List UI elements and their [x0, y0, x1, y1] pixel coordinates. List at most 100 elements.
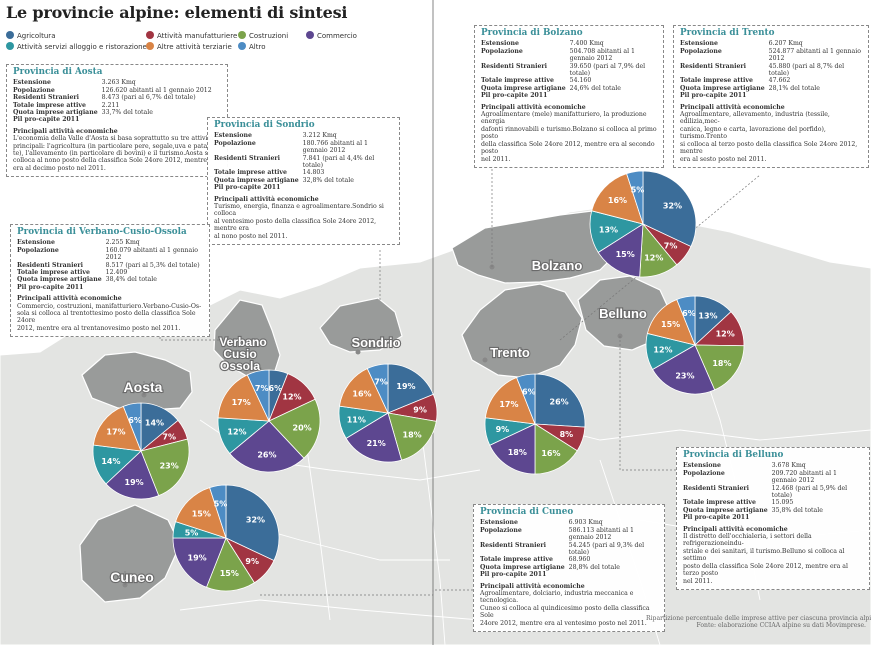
stat-value: 586.113 abitanti al 1 gennaio 2012 — [568, 526, 634, 542]
stats-row: Estensione 3.678 Kmq — [683, 462, 863, 469]
stat-label: Popolazione — [683, 469, 725, 477]
activities-heading: Principali attività economiche — [680, 103, 785, 111]
stat-label: Pil pro-capite 2011 — [481, 92, 548, 100]
stat-label: Residenti Stranieri — [683, 484, 750, 492]
stat-label: Residenti Stranieri — [214, 154, 281, 162]
pie-slice-commercio — [652, 344, 716, 395]
stats-row: Totale imprese attive 68.960 — [480, 556, 658, 563]
stat-label: Popolazione — [480, 526, 522, 534]
map-region-trento — [461, 283, 583, 379]
activities-text-line: al nono posto nel 2011. — [214, 232, 288, 240]
stat-value: 33,7% del totale — [101, 109, 153, 117]
activities-text-line: sola si colloca al trentottesimo posto d… — [17, 310, 196, 325]
stats-row: Totale imprese attive 54.160 — [481, 77, 657, 84]
legend-label: Agricoltura — [17, 32, 56, 40]
activities-heading: Principali attività economiche — [480, 582, 585, 590]
stats-row: Quota imprese artigiane 35,8% del totale — [683, 507, 863, 514]
stat-label: Residenti Stranieri — [680, 62, 747, 70]
stat-value: 524.877 abitanti al 1 gennaio 2012 — [768, 47, 861, 63]
legend-item-agricoltura: Agricoltura — [6, 31, 55, 40]
pie-slice-label: 14% — [145, 418, 164, 427]
pie-slice-label: 7% — [255, 384, 269, 393]
stat-value: 12.409 — [105, 269, 128, 277]
stat-label: Totale imprese attive — [481, 77, 554, 85]
stat-label: Quota imprese artigiane — [17, 276, 102, 284]
pie-slice-commercio — [172, 537, 227, 588]
stat-value: 6.207 Kmq — [768, 40, 803, 48]
activities-heading: Principali attività economiche — [683, 525, 788, 533]
legend-swatch — [146, 42, 154, 50]
stats-row: Popolazione 504.708 abitanti al 1 gennaio… — [481, 48, 657, 63]
legend-swatch — [146, 31, 154, 39]
stat-label: Quota imprese artigiane — [683, 506, 768, 514]
info-box-title: Provincia di Trento — [680, 28, 775, 38]
pie-slice-label: 6% — [269, 384, 283, 393]
pie-slice-label: 26% — [257, 451, 276, 460]
pie-slice-terziarie — [217, 374, 270, 422]
pie-slice-label: 7% — [374, 377, 388, 386]
stat-value: 3.212 Kmq — [302, 132, 337, 140]
pie-slice-label: 12% — [282, 393, 301, 402]
pie-slice-label: 6% — [128, 416, 142, 425]
pie-slice-label: 16% — [541, 449, 560, 458]
info-box-title: Provincia di Belluno — [683, 450, 784, 460]
stat-value — [569, 571, 658, 578]
pie-slice-label: 26% — [550, 397, 569, 406]
stat-value: 68.960 — [568, 556, 591, 564]
map-label-cuneo: Cuneo — [110, 569, 154, 585]
info-box-bolzano: Provincia di Bolzano Estensione 7.400 Kmq P… — [474, 25, 664, 168]
stats-table: Estensione 6.207 Kmq Popolazione 524.877 ab… — [680, 40, 862, 99]
legend-label: Altre attività terziarie — [157, 43, 232, 51]
page-title: Le provincie alpine: elementi di sintesi — [6, 3, 348, 22]
pie-slice-label: 23% — [160, 461, 179, 470]
stat-label: Pil pro-capite 2011 — [17, 283, 84, 291]
stat-label: Estensione — [17, 239, 55, 247]
stat-value — [772, 514, 863, 521]
pie-cuneo: 32%9%15%19%5%15%5% — [172, 484, 280, 592]
legend-item-altro: Altro — [238, 42, 266, 51]
activities-text-line: principali: l'agricoltura (in particolar… — [13, 142, 210, 150]
legend-swatch — [238, 42, 246, 50]
stat-value: 160.079 abitanti al 1 gennaio 2012 — [105, 246, 198, 262]
info-box-trento: Provincia di Trento Estensione 6.207 Kmq Po… — [673, 25, 869, 168]
map-labels: Aosta Verbano Cusio Ossola Sondrio Cuneo… — [109, 257, 648, 586]
stat-label: Residenti Stranieri — [481, 62, 548, 70]
activities-text-line: era al sesto posto nel 2011. — [680, 155, 767, 163]
pie-slice-label: 7% — [664, 241, 678, 250]
activities-text-line: L'economia della Valle d'Aosta si basa s… — [13, 135, 214, 143]
pie-slice-label: 18% — [403, 431, 422, 440]
activities-text-line: nel 2011. — [683, 577, 713, 585]
stat-label: Totale imprese attive — [17, 269, 90, 277]
stat-value — [303, 184, 393, 191]
pie-slice-label: 17% — [499, 400, 518, 409]
stats-row: Pil pro-capite 2011 — [481, 92, 657, 99]
pie-slice-label: 5% — [631, 186, 645, 195]
info-box-title: Provincia di Aosta — [13, 67, 103, 77]
activities-text-line: si colloca al terzo posto della classifi… — [680, 140, 858, 156]
map-label-aosta: Aosta — [124, 379, 163, 395]
stat-label: Pil pro-capite 2011 — [683, 514, 750, 522]
stat-label: Popolazione — [680, 47, 722, 55]
stats-row: Pil pro-capite 2011 — [13, 116, 212, 123]
stats-table: Estensione 3.678 Kmq Popolazione 209.720 ab… — [683, 462, 863, 521]
activities-text-line: colloca al nono posto della classifica S… — [13, 157, 208, 165]
activities-text-line: della classifica Sole 24ore 2012, mentre… — [481, 140, 655, 156]
stat-value — [570, 92, 657, 99]
pie-slice-commercio — [345, 412, 403, 463]
stat-label: Popolazione — [13, 86, 55, 94]
stat-value: 47.662 — [768, 77, 791, 85]
pie-slice-label: 20% — [293, 423, 312, 432]
map-label-belluno: Belluno — [599, 306, 647, 321]
pie-slice-costruzioni — [387, 412, 437, 461]
legend-swatch — [6, 42, 14, 50]
pie-slice-label: 6% — [682, 309, 696, 318]
pie-sondrio: 19% 9% 18% 21% 11% 16%7% — [338, 363, 438, 463]
stat-value: 15.095 — [771, 499, 794, 507]
activities-text-line: posto della classifica Sole 24ore 2012, … — [683, 562, 848, 578]
stats-row: Estensione 3.263 Kmq — [13, 79, 212, 86]
stat-value: 32,8% del totale — [302, 176, 354, 184]
stat-value — [102, 116, 212, 123]
stat-label: Quota imprese artigiane — [481, 84, 566, 92]
activities-text-line: era al decimo posto nel 2011. — [13, 164, 106, 172]
stats-row: Popolazione 586.113 abitanti al 1 gennaio… — [480, 527, 658, 542]
